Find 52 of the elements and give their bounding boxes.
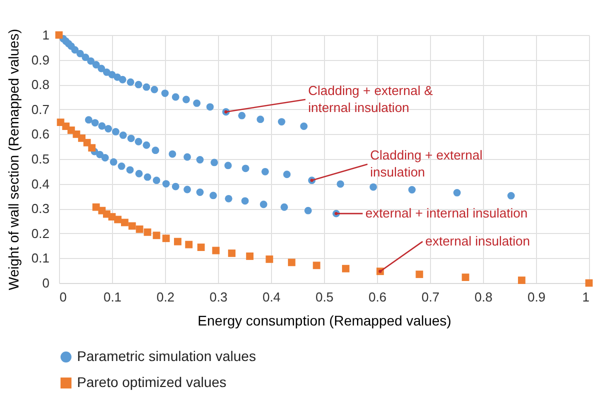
annotation: external + internal insulation	[365, 206, 528, 221]
point	[114, 216, 122, 224]
point	[174, 238, 182, 246]
point	[246, 252, 254, 260]
x-tick-label: 0.6	[368, 290, 387, 304]
point	[128, 222, 136, 230]
point	[136, 225, 144, 233]
point	[228, 250, 236, 257]
point	[312, 262, 320, 270]
x-tick-label: 0	[60, 290, 67, 304]
x-tick-label: 0.5	[315, 290, 334, 304]
point	[144, 228, 152, 236]
point	[518, 276, 526, 284]
y-tick-label: 1	[42, 28, 50, 42]
point	[162, 234, 170, 242]
y-tick-label: 0.1	[31, 250, 50, 266]
legend-label: Parametric simulation values	[77, 348, 256, 364]
y-tick-label: 0.8	[31, 77, 50, 92]
x-axis-title: Energy consumption (Remapped values)	[198, 312, 452, 328]
annotation: Cladding + external & internal insulation	[308, 82, 434, 115]
x-tick-label: 0.3	[209, 290, 228, 304]
y-axis-title: Weight of wall section (Remapped values)	[5, 28, 22, 290]
point	[462, 274, 470, 282]
point	[88, 144, 96, 152]
point	[152, 232, 160, 240]
x-tick-label: 0.2	[156, 290, 175, 304]
legend-label: Pareto optimized values	[77, 374, 226, 390]
y-tick-label: 0	[42, 276, 50, 290]
x-tick-label: 0.8	[474, 290, 493, 304]
x-tick-label: 0.7	[421, 290, 440, 304]
point	[342, 264, 350, 272]
x-tick-label: 0.9	[527, 290, 546, 304]
point	[266, 255, 274, 263]
y-tick-label: 0.7	[31, 102, 50, 117]
point	[185, 240, 193, 248]
y-tick-label: 0.3	[31, 201, 50, 216]
point	[416, 270, 424, 278]
x-tick-label: 0.4	[262, 290, 281, 304]
point	[212, 246, 220, 254]
point	[121, 218, 128, 226]
annotation: external insulation	[425, 234, 530, 249]
point	[376, 268, 384, 276]
x-tick-label: 0.1	[103, 290, 122, 304]
y-tick-label: 0.4	[31, 176, 50, 192]
x-tick-label: 1	[582, 290, 590, 304]
y-tick-label: 0.2	[31, 226, 50, 241]
y-tick-label: 0.5	[31, 152, 50, 166]
annotation: Cladding + external insulation	[370, 148, 483, 180]
point	[197, 244, 205, 251]
y-tick-label: 0.6	[31, 126, 50, 142]
y-tick-label: 0.9	[31, 52, 50, 68]
point	[288, 258, 296, 266]
